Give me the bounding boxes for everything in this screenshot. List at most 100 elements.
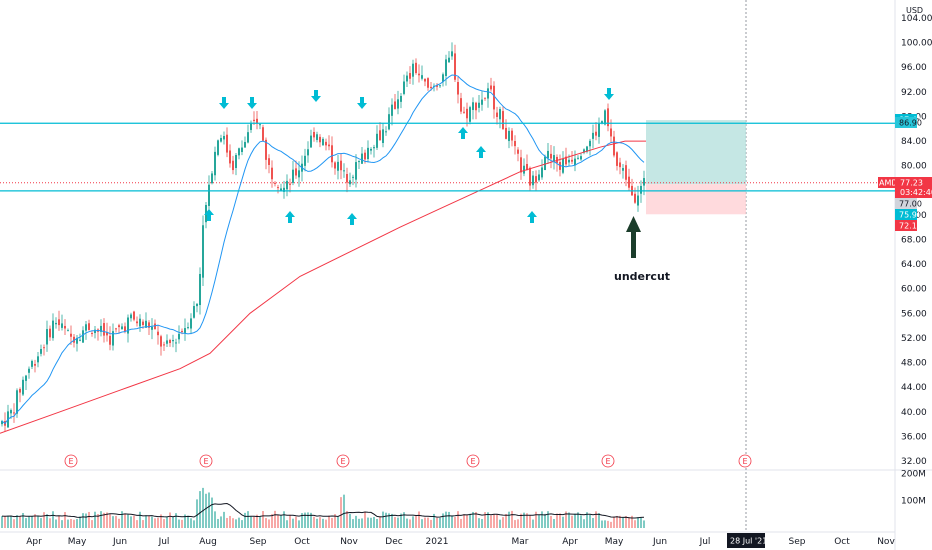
volume-bar: [622, 517, 624, 528]
volume-bar: [115, 515, 117, 528]
candle-body: [319, 136, 321, 143]
volume-bar: [199, 491, 201, 528]
entry-level-badge: [895, 198, 917, 209]
lower-line-label: 75.90: [899, 211, 922, 220]
volume-bar: [433, 513, 435, 528]
candle-body: [589, 140, 591, 147]
volume-bar: [280, 515, 282, 528]
time-tick-label: Jul: [158, 537, 170, 547]
candle-body: [280, 188, 282, 191]
candle-body: [256, 118, 258, 124]
volume-bar: [556, 513, 558, 528]
candle-body: [553, 155, 555, 163]
earnings-marker-label: E: [68, 457, 73, 466]
candle-body: [157, 331, 159, 336]
candle-body: [346, 173, 348, 183]
volume-bar: [430, 519, 432, 528]
volume-bar: [442, 513, 444, 528]
candle-body: [283, 187, 285, 192]
volume-bar: [634, 520, 636, 528]
candle-body: [610, 128, 612, 137]
volume-bar: [385, 512, 387, 528]
candle-body: [67, 330, 69, 332]
candle-body: [424, 78, 426, 82]
volume-bar: [268, 519, 270, 528]
candle-body: [361, 153, 363, 164]
candle-body: [304, 155, 306, 166]
volume-bar: [232, 518, 234, 528]
price-tick-label: 36.00: [901, 432, 927, 442]
candle-body: [55, 322, 57, 325]
volume-bar: [265, 518, 267, 528]
candle-body: [454, 53, 456, 80]
candle-body: [238, 148, 240, 156]
profit-zone: [646, 120, 746, 185]
candle-body: [415, 62, 417, 74]
candle-body: [568, 159, 570, 163]
candle-body: [244, 141, 246, 148]
volume-bar: [295, 516, 297, 528]
volume-bar: [574, 513, 576, 528]
candle-body: [274, 182, 276, 184]
loss-zone: [646, 184, 746, 215]
volume-bar: [580, 515, 582, 528]
volume-bar: [58, 515, 60, 528]
candle-body: [289, 183, 291, 185]
volume-bar: [607, 520, 609, 528]
volume-bar: [73, 519, 75, 528]
candle-body: [268, 158, 270, 165]
volume-bar: [601, 520, 603, 528]
volume-bar: [394, 517, 396, 528]
time-tick-label: Sep: [250, 537, 267, 547]
candle-body: [385, 131, 387, 133]
candle-body: [499, 109, 501, 120]
candle-body: [523, 165, 525, 174]
candle-body: [151, 326, 153, 330]
candle-body: [307, 149, 309, 156]
candle-body: [82, 330, 84, 343]
candle-body: [298, 170, 300, 178]
volume-bar: [220, 516, 222, 528]
cursor-date-badge: [727, 533, 765, 548]
candle-body: [595, 131, 597, 136]
volume-bar: [481, 519, 483, 528]
candle-body: [364, 152, 366, 160]
volume-bar: [196, 499, 198, 528]
volume-bar: [166, 517, 168, 528]
volume-bar: [46, 514, 48, 528]
candle-body: [127, 317, 129, 334]
candle-body: [28, 368, 30, 373]
candle-body: [121, 326, 123, 330]
volume-bar: [307, 512, 309, 528]
candle-body: [391, 104, 393, 116]
candle-body: [430, 86, 432, 89]
volume-bar: [43, 512, 45, 528]
volume-bar: [547, 511, 549, 528]
volume-bar: [112, 516, 114, 528]
volume-bar: [424, 517, 426, 528]
volume-bar: [583, 519, 585, 528]
volume-bar: [439, 517, 441, 528]
earnings-marker: [466, 454, 480, 468]
volume-bar: [337, 516, 339, 528]
candle-body: [541, 167, 543, 178]
candle-body: [370, 148, 372, 151]
candle-body: [322, 138, 324, 146]
volume-bar: [502, 517, 504, 528]
candle-body: [331, 145, 333, 163]
candle-body: [625, 165, 627, 180]
candle-body: [403, 81, 405, 94]
candle-body: [22, 379, 24, 395]
undercut-arrow-icon: [626, 216, 641, 258]
candle-body: [13, 412, 15, 414]
volume-bar: [451, 515, 453, 528]
volume-bar: [496, 514, 498, 528]
volume-bar: [460, 518, 462, 528]
candle-body: [406, 75, 408, 82]
candle-body: [112, 331, 114, 346]
candle-body: [421, 75, 423, 79]
candle-body: [172, 339, 174, 342]
candle-body: [187, 327, 189, 329]
candle-body: [94, 329, 96, 334]
